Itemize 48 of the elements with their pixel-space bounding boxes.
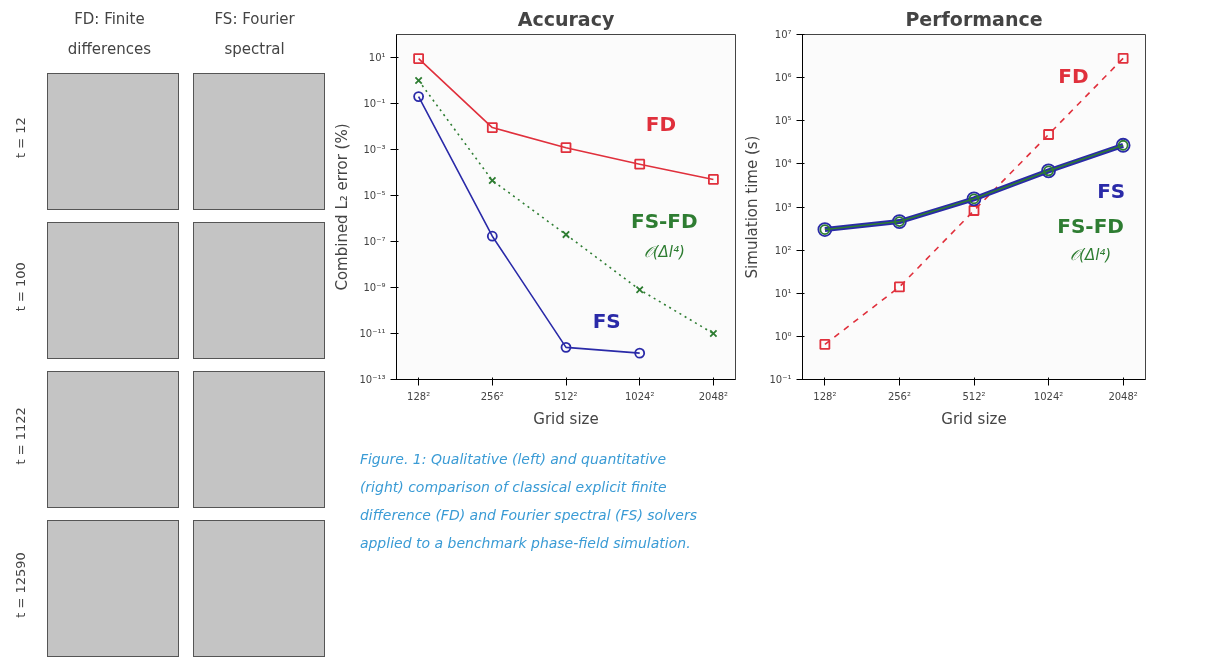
y-tick-label: 10⁻⁹ [363,282,386,293]
y-tick-label: 10⁻³ [363,144,386,155]
x-tick-label: 128² [813,390,837,402]
x-tick-label: 512² [962,390,986,402]
y-tick-label: 10⁻¹ [769,374,792,385]
text: FS-FD [630,208,698,233]
chart-title: Accuracy [517,7,615,30]
y-tick-label: 10⁰ [774,330,792,342]
x-tick-label: 256² [480,390,504,402]
series-label: FS [1097,179,1126,204]
series-label: FD [1058,63,1089,88]
text: FD: Finite differences [67,10,152,59]
text: t = 1122 [12,407,28,465]
x-axis-title: Grid size [533,409,599,428]
y-tick-label: 10⁻⁷ [363,236,386,247]
y-tick-label: 10⁻¹ [363,98,386,109]
y-axis-title: Combined L₂ error (%) [333,123,352,291]
y-tick-label: 10⁶ [774,72,792,84]
y-tick-label: 10⁻⁵ [363,190,386,201]
series-label: FS-FD [1057,213,1124,238]
y-tick-label: 10² [774,244,792,256]
y-tick-label: 10⁴ [774,158,792,170]
y-tick-label: 10⁻¹¹ [359,328,386,339]
x-tick-label: 2048² [698,390,729,402]
y-tick-label: 10¹ [774,287,792,299]
y-axis-title: Simulation time (s) [743,135,762,279]
y-tick-label: 10¹ [368,52,386,63]
text: t = 12 [12,117,28,159]
chart-title: Performance [905,7,1043,30]
y-tick-label: 10³ [774,201,792,213]
x-tick-label: 256² [887,390,911,402]
annotation: 𝒪(Δl⁴) [643,242,685,261]
text: FS: Fourier spectral [214,10,296,59]
y-tick-label: 10⁵ [774,115,792,127]
x-tick-label: 512² [554,390,578,402]
x-tick-label: 2048² [1108,390,1138,402]
x-tick-label: 128² [407,390,431,402]
annotation: 𝒪(Δl⁴) [1070,246,1112,265]
x-tick-label: 1024² [624,390,655,402]
text: Figure. 1: Qualitative (left) and quantitative (right) comparison of classical explicit finite difference (FD) and Fourier spectral (FS) solvers applied to a benchmark phase-field simulation. [359,450,698,551]
y-tick-label: 10⁻¹³ [359,374,386,385]
y-tick-label: 10⁷ [774,29,792,40]
x-tick-label: 1024² [1033,390,1064,402]
text: t = 12590 [12,552,28,618]
series-label: FD [645,112,677,137]
x-axis-title: Grid size [941,409,1007,428]
text: t = 100 [12,262,28,312]
series-label: FS [592,308,621,333]
